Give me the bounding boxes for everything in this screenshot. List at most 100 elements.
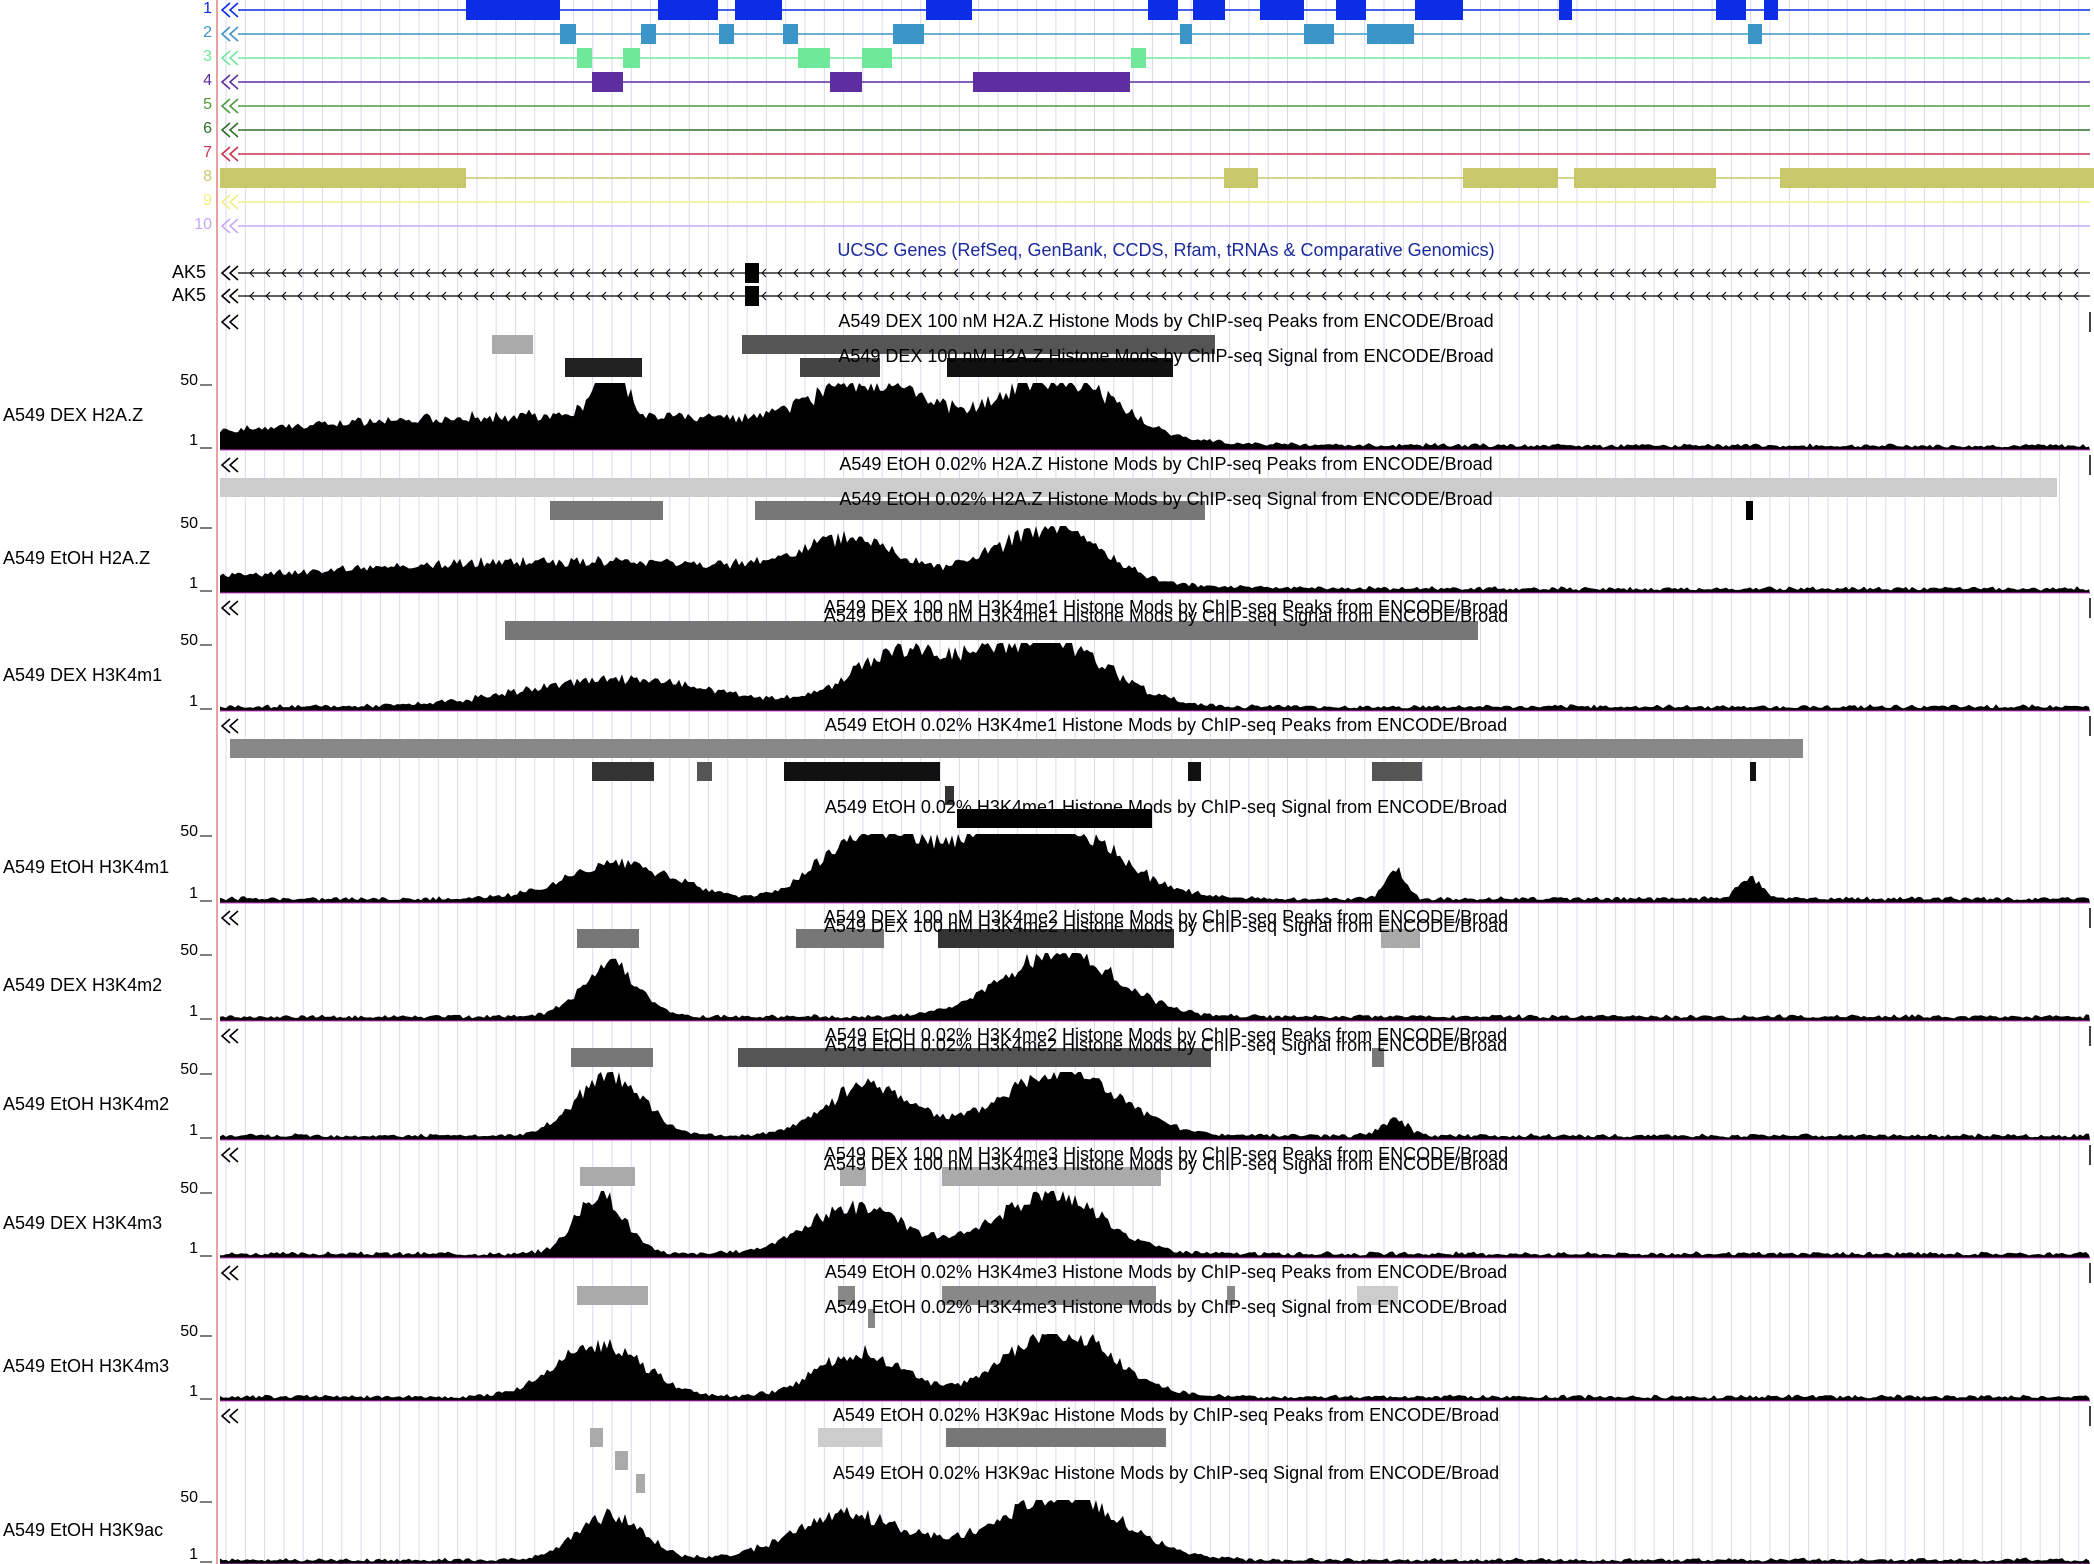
genes-track-title: UCSC Genes (RefSeq, GenBank, CCDS, Rfam,… [837,240,1495,260]
peak-block [796,929,884,948]
track-number-label: 8 [203,168,212,185]
y-axis-max-label: 50 [180,1323,198,1340]
signal-track-title: A549 DEX 100 nM H3K4me1 Histone Mods by … [823,606,1509,626]
strand-arrow [2025,291,2031,301]
exon-block [1180,24,1192,44]
strand-arrow [1881,268,1887,278]
strand-arrow [617,268,623,278]
peaks-track-title: A549 EtOH 0.02% H3K4me3 Histone Mods by … [824,1262,1508,1282]
strand-arrow [1017,291,1023,301]
direction-chevron-icon [228,2,239,18]
peak-block [577,929,639,948]
exon-block [592,72,623,92]
strand-arrow [649,268,655,278]
y-axis-min-label: 1 [189,575,198,592]
strand-arrow [1321,291,1327,301]
strand-arrow [585,268,591,278]
strand-arrow [1369,291,1375,301]
strand-arrow [265,268,271,278]
strand-arrow [1737,291,1743,301]
track-number-label: 2 [203,24,212,41]
strand-arrow [1673,291,1679,301]
strand-arrow [1929,291,1935,301]
strand-arrow [1849,291,1855,301]
peaks-track-title: A549 EtOH 0.02% H3K9ac Histone Mods by C… [832,1405,1500,1425]
strand-arrow [1033,268,1039,278]
direction-chevron-icon [228,1028,239,1044]
strand-arrow [1673,268,1679,278]
exon-block [1716,0,1746,20]
strand-arrow [569,268,575,278]
exon-block [862,48,892,68]
strand-arrow [1113,268,1119,278]
direction-chevron-icon [228,98,239,114]
exon-block [1748,24,1762,44]
peak-block [1188,762,1201,781]
strand-arrow [249,291,255,301]
strand-arrow [1977,291,1983,301]
strand-arrow [393,291,399,301]
peaks-track-title: A549 DEX 100 nM H3K4me3 Histone Mods by … [823,1144,1509,1164]
strand-arrow [409,268,415,278]
exon-block [745,286,759,306]
direction-chevron-icon [228,600,239,616]
peak-block [942,1167,1161,1186]
strand-arrow [985,268,991,278]
exon-block [1193,0,1225,20]
strand-arrow [2009,268,2015,278]
track-number-label: 9 [203,192,212,209]
strand-arrow [1657,268,1663,278]
strand-arrow [1225,268,1231,278]
peaks-track-title: A549 EtOH 0.02% H3K4me2 Histone Mods by … [824,1025,1508,1045]
strand-arrow [1833,268,1839,278]
signal-area [220,383,2090,450]
track-number-label: 4 [203,72,212,89]
strand-arrow [1289,268,1295,278]
strand-arrow [1161,268,1167,278]
exon-block [1764,0,1778,20]
strand-arrow [1913,268,1919,278]
strand-arrow [1129,291,1135,301]
strand-arrow [1145,291,1151,301]
strand-arrow [1001,291,1007,301]
exon-block [1260,0,1304,20]
strand-arrow [985,291,991,301]
strand-arrow [2073,291,2079,301]
peak-block [615,1451,628,1470]
strand-arrow [329,268,335,278]
direction-chevron-icon [228,457,239,473]
exon-block [1574,168,1716,188]
strand-arrow [1769,291,1775,301]
strand-arrow [697,268,703,278]
peaks-track-title: A549 DEX 100 nM H2A.Z Histone Mods by Ch… [838,311,1494,331]
y-axis-min-label: 1 [189,1003,198,1020]
strand-arrow [825,268,831,278]
strand-arrow [1657,291,1663,301]
peak-block [755,501,1205,520]
strand-arrow [1017,268,1023,278]
exon-block [1224,168,1258,188]
strand-arrow [1065,291,1071,301]
direction-chevron-icon [220,146,231,162]
strand-arrow [1049,268,1055,278]
strand-arrow [1785,268,1791,278]
strand-arrow [633,268,639,278]
strand-arrow [505,291,511,301]
strand-arrow [1833,291,1839,301]
strand-arrow [697,291,703,301]
peak-block [230,739,1803,758]
strand-arrow [841,291,847,301]
strand-arrow [809,268,815,278]
peak-block [1750,762,1756,781]
exon-block [1463,168,1558,188]
strand-arrow [1497,268,1503,278]
direction-chevron-icon [220,288,231,304]
signal-track-title: A549 DEX 100 nM H3K4me2 Histone Mods by … [823,916,1509,936]
strand-arrow [1801,291,1807,301]
peak-block [818,1428,882,1447]
signal-area [220,953,2090,1021]
y-axis-min-label: 1 [189,1383,198,1400]
strand-arrow [377,268,383,278]
